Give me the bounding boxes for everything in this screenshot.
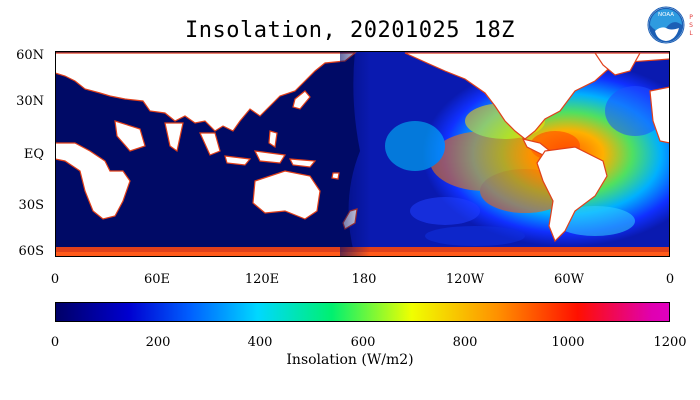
lat-label-60n: 60N bbox=[16, 48, 44, 63]
colorbar-tick-800: 800 bbox=[452, 335, 478, 350]
cloud-mottle bbox=[385, 86, 665, 246]
lon-label-0-right: 0 bbox=[665, 272, 675, 287]
lat-label-eq: EQ bbox=[23, 147, 44, 162]
landmasses bbox=[55, 52, 670, 243]
svg-text:P: P bbox=[689, 14, 693, 21]
lat-label-30s: 30S bbox=[18, 198, 44, 213]
colorbar-tick-600: 600 bbox=[350, 335, 376, 350]
colorbar bbox=[55, 302, 670, 322]
colorbar-tick-1000: 1000 bbox=[551, 335, 585, 350]
lon-label-60w: 60W bbox=[554, 272, 584, 287]
lon-label-0: 0 bbox=[50, 272, 60, 287]
lon-label-60e: 60E bbox=[143, 272, 171, 287]
colorbar-label: Insolation (W/m2) bbox=[286, 352, 414, 368]
map-title: Insolation, 20201025 18Z bbox=[185, 18, 515, 43]
lon-label-120w: 120W bbox=[445, 272, 485, 287]
colorbar-tick-200: 200 bbox=[145, 335, 171, 350]
insolation-map bbox=[55, 51, 670, 257]
lon-label-180: 180 bbox=[351, 272, 377, 287]
lat-label-30n: 30N bbox=[16, 94, 44, 109]
colorbar-tick-1200: 1200 bbox=[653, 335, 687, 350]
colorbar-gradient bbox=[55, 302, 670, 322]
colorbar-tick-400: 400 bbox=[247, 335, 273, 350]
lat-label-60s: 60S bbox=[18, 244, 44, 259]
lon-label-120e: 120E bbox=[244, 272, 280, 287]
svg-text:NOAA: NOAA bbox=[658, 12, 674, 18]
svg-text:L: L bbox=[689, 30, 693, 37]
svg-text:S: S bbox=[689, 22, 693, 29]
noaa-logo: NOAA P S L bbox=[647, 6, 693, 44]
colorbar-tick-0: 0 bbox=[50, 335, 60, 350]
